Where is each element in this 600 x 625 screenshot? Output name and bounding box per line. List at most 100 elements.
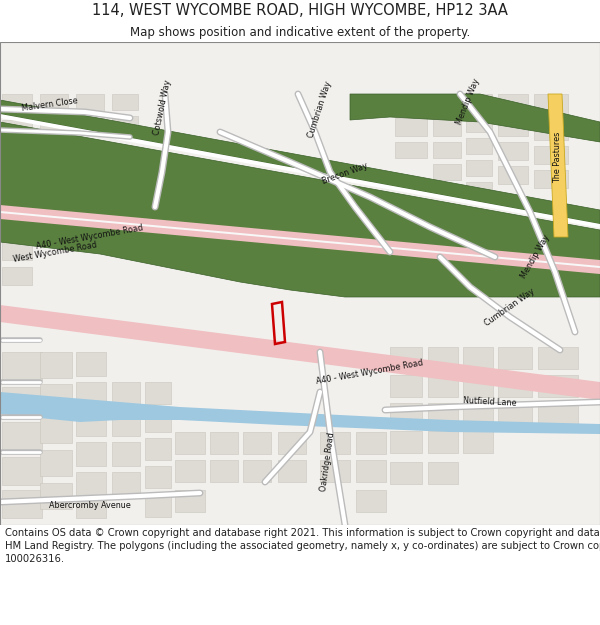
Text: The Pastures: The Pastures <box>554 131 563 182</box>
Text: A40 - West Wycombe Road: A40 - West Wycombe Road <box>36 223 144 251</box>
Bar <box>320 432 350 454</box>
Bar <box>40 142 68 160</box>
Bar <box>2 192 32 210</box>
Bar <box>2 490 42 518</box>
Bar <box>534 170 568 188</box>
Bar <box>175 490 205 512</box>
Bar <box>534 146 568 164</box>
Bar <box>40 352 72 378</box>
Bar <box>2 94 32 114</box>
Bar <box>498 403 532 425</box>
Bar <box>498 94 528 112</box>
Bar <box>145 410 171 432</box>
Bar <box>76 94 104 112</box>
Text: Cumbrian Way: Cumbrian Way <box>483 286 537 328</box>
Bar <box>428 403 458 425</box>
Bar <box>2 422 42 450</box>
Bar <box>2 267 32 285</box>
Bar <box>538 375 578 397</box>
Bar <box>76 118 104 134</box>
Text: Abercromby Avenue: Abercromby Avenue <box>49 501 131 511</box>
Bar <box>2 352 42 380</box>
Bar <box>40 118 68 136</box>
Bar <box>466 182 492 198</box>
Bar <box>433 118 461 136</box>
Bar <box>498 118 528 136</box>
Polygon shape <box>0 305 600 400</box>
Bar <box>428 431 458 453</box>
Bar <box>433 142 461 158</box>
Bar <box>466 116 492 132</box>
Bar <box>112 116 138 132</box>
Bar <box>145 466 171 488</box>
Text: A40 - West Wycombe Road: A40 - West Wycombe Road <box>316 358 424 386</box>
Bar <box>463 375 493 397</box>
Bar <box>390 375 422 397</box>
Bar <box>76 352 106 376</box>
Bar <box>395 118 427 136</box>
Bar <box>40 94 68 112</box>
Text: Cumbrian Way: Cumbrian Way <box>307 81 334 139</box>
Bar <box>40 166 68 184</box>
Text: West Wycombe Road: West Wycombe Road <box>13 240 98 264</box>
Bar <box>466 94 492 110</box>
Bar <box>76 412 106 436</box>
Bar <box>433 94 461 112</box>
Bar <box>498 347 532 369</box>
Polygon shape <box>0 122 600 297</box>
Bar <box>40 450 72 476</box>
Bar <box>428 462 458 484</box>
Bar <box>210 460 238 482</box>
Bar <box>466 138 492 154</box>
Bar <box>463 347 493 369</box>
Bar <box>395 142 427 158</box>
Bar <box>145 495 171 517</box>
Text: Oakridge Road: Oakridge Road <box>319 432 337 492</box>
Text: 114, WEST WYCOMBE ROAD, HIGH WYCOMBE, HP12 3AA: 114, WEST WYCOMBE ROAD, HIGH WYCOMBE, HP… <box>92 3 508 18</box>
Bar <box>40 384 72 410</box>
Text: Contains OS data © Crown copyright and database right 2021. This information is : Contains OS data © Crown copyright and d… <box>5 528 600 564</box>
Bar <box>76 382 106 406</box>
Bar <box>356 432 386 454</box>
Bar <box>463 403 493 425</box>
Bar <box>278 432 306 454</box>
Bar <box>2 216 32 234</box>
Bar <box>145 382 171 404</box>
Bar <box>498 142 528 160</box>
Text: Map shows position and indicative extent of the property.: Map shows position and indicative extent… <box>130 26 470 39</box>
Bar <box>463 431 493 453</box>
Bar <box>112 472 140 496</box>
Bar <box>390 403 422 425</box>
Bar <box>538 347 578 369</box>
Bar <box>428 347 458 369</box>
Bar <box>243 460 271 482</box>
Bar <box>40 417 72 443</box>
Bar <box>40 483 72 509</box>
Bar <box>534 120 568 140</box>
Bar <box>390 462 422 484</box>
Bar <box>112 382 140 406</box>
Bar <box>112 412 140 436</box>
Text: Mendip Way: Mendip Way <box>519 234 551 281</box>
Bar <box>76 472 106 496</box>
Bar <box>243 432 271 454</box>
Bar <box>2 144 32 162</box>
Bar <box>145 438 171 460</box>
Bar <box>2 387 42 415</box>
Polygon shape <box>350 94 600 142</box>
Bar <box>278 460 306 482</box>
Bar <box>498 375 532 397</box>
Polygon shape <box>548 94 568 237</box>
Bar <box>2 168 32 186</box>
Polygon shape <box>0 211 600 268</box>
Bar <box>356 490 386 512</box>
Bar <box>2 120 32 138</box>
Bar <box>76 442 106 466</box>
Bar <box>320 460 350 482</box>
Text: Nutfield Lane: Nutfield Lane <box>463 396 517 408</box>
Bar <box>390 431 422 453</box>
Bar <box>390 347 422 369</box>
Bar <box>433 164 461 180</box>
Bar <box>538 403 578 425</box>
Text: Mendip Way: Mendip Way <box>455 78 481 126</box>
